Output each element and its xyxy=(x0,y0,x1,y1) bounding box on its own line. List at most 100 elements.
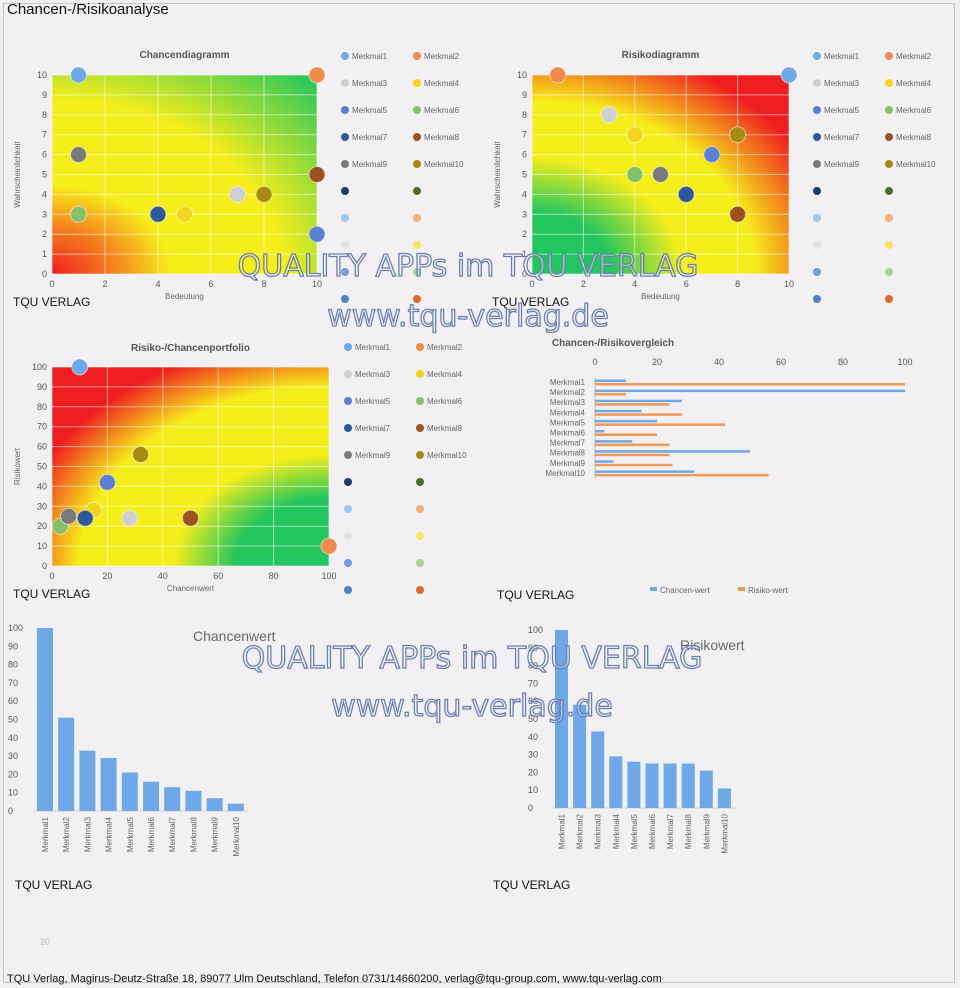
data-point-merkmal2 xyxy=(549,66,567,84)
x-tick-label: 4 xyxy=(632,279,637,289)
legend-label: Merkmal8 xyxy=(896,133,932,142)
legend-marker-unlabeled xyxy=(413,268,421,276)
bar-merkmal6 xyxy=(143,781,159,811)
legend-marker xyxy=(416,451,424,459)
legend-marker xyxy=(413,160,421,168)
legend-label: Merkmal10 xyxy=(896,160,936,169)
page-footer: TQU Verlag, Magirus-Deutz-Straße 18, 890… xyxy=(7,973,662,985)
legend-marker-unlabeled xyxy=(885,295,893,303)
y-tick-label: 100 xyxy=(32,362,47,372)
y-tick-label: 70 xyxy=(528,678,538,688)
y-axis-label: Wahrscheinlichkeit xyxy=(493,141,502,208)
data-point-merkmal7 xyxy=(677,185,695,203)
legend-label: Merkmal7 xyxy=(824,133,860,142)
x-tick-label: 6 xyxy=(684,279,689,289)
y-tick-label: 0 xyxy=(522,269,527,279)
data-point-merkmal2 xyxy=(308,66,326,84)
bar-chancen-wert xyxy=(595,470,695,473)
category-label: Merkmal10 xyxy=(720,813,729,853)
y-tick-label: 8 xyxy=(42,110,47,120)
page-number: 20 xyxy=(40,937,51,947)
data-point-merkmal4 xyxy=(626,126,644,144)
data-point-merkmal10 xyxy=(132,446,150,464)
legend-label: Merkmal5 xyxy=(824,106,860,115)
data-point-merkmal9 xyxy=(60,507,78,525)
data-point-merkmal7 xyxy=(149,205,167,223)
category-label: Merkmal8 xyxy=(684,813,693,849)
legend-label: Merkmal9 xyxy=(355,451,391,460)
legend-marker xyxy=(813,133,821,141)
y-tick-label: 80 xyxy=(37,402,47,412)
legend-marker-unlabeled xyxy=(344,532,352,540)
x-tick-label: 0 xyxy=(49,571,54,581)
bar-merkmal6 xyxy=(645,763,659,808)
x-tick-label: 80 xyxy=(838,357,848,367)
data-point-merkmal5 xyxy=(308,225,326,243)
category-label: Merkmal7 xyxy=(666,813,675,849)
y-tick-label: 2 xyxy=(522,229,527,239)
y-tick-label: 20 xyxy=(8,769,18,779)
category-label: Merkmal10 xyxy=(545,469,585,478)
category-label: Merkmal6 xyxy=(550,429,586,438)
y-tick-label: 50 xyxy=(528,714,538,724)
bar-merkmal7 xyxy=(164,787,181,811)
x-tick-label: 4 xyxy=(155,279,160,289)
legend-marker-unlabeled xyxy=(344,505,352,513)
category-label: Merkmal4 xyxy=(550,408,586,417)
data-point-merkmal4 xyxy=(176,205,193,223)
category-label: Merkmal3 xyxy=(83,816,92,852)
chart-legend: Merkmal1 Merkmal2 Merkmal3 Merkmal4 Merkmal5… xyxy=(813,52,936,303)
legend-marker xyxy=(650,587,657,591)
legend-marker xyxy=(344,451,352,459)
bar-merkmal1 xyxy=(37,628,53,811)
y-tick-label: 7 xyxy=(42,130,47,140)
y-tick-label: 90 xyxy=(8,641,18,651)
legend-marker xyxy=(885,52,893,60)
y-tick-label: 30 xyxy=(8,751,18,761)
x-tick-label: 6 xyxy=(208,279,213,289)
legend-label: Merkmal2 xyxy=(424,52,460,61)
legend-marker-unlabeled xyxy=(416,559,424,567)
publisher-label: TQU VERLAG xyxy=(13,295,90,309)
legend-label: Merkmal8 xyxy=(424,133,460,142)
page-title: Chancen-/Risikoanalyse xyxy=(7,1,169,18)
y-tick-label: 0 xyxy=(8,806,13,816)
legend-marker xyxy=(813,79,821,87)
y-tick-label: 0 xyxy=(42,561,47,571)
legend-label: Chancen-wert xyxy=(660,586,711,595)
data-point-merkmal3 xyxy=(121,509,139,527)
legend-label: Merkmal3 xyxy=(352,79,388,88)
data-point-merkmal6 xyxy=(626,166,644,183)
bar-merkmal8 xyxy=(681,763,695,808)
y-tick-label: 60 xyxy=(37,442,47,452)
legend-marker-unlabeled xyxy=(413,187,421,195)
legend-marker xyxy=(813,52,821,60)
legend-marker xyxy=(344,343,352,351)
bar-merkmal5 xyxy=(121,772,138,811)
bar-merkmal3 xyxy=(79,750,96,811)
legend-marker-unlabeled xyxy=(885,214,893,222)
legend-label: Merkmal8 xyxy=(427,424,463,433)
data-point-merkmal5 xyxy=(703,146,721,164)
chart-title: Risiko-/Chancenportfolio xyxy=(131,343,250,354)
legend-marker-unlabeled xyxy=(341,187,349,195)
bar-merkmal8 xyxy=(185,790,202,811)
data-point-merkmal9 xyxy=(652,166,669,183)
y-tick-label: 4 xyxy=(42,189,47,199)
bar-chancen-wert xyxy=(595,450,750,453)
bar-risiko-wert xyxy=(595,433,657,436)
y-tick-label: 8 xyxy=(522,110,527,120)
chart-legend: Merkmal1 Merkmal2 Merkmal3 Merkmal4 Merkmal5… xyxy=(344,343,467,594)
legend-label: Merkmal10 xyxy=(424,160,464,169)
legend-label: Merkmal1 xyxy=(824,52,860,61)
chart-title: Chancenwert xyxy=(193,628,276,644)
x-tick-label: 60 xyxy=(776,357,786,367)
legend-marker-unlabeled xyxy=(344,478,352,486)
x-axis-label: Chancenwert xyxy=(167,584,215,593)
y-tick-label: 80 xyxy=(528,661,538,671)
bar-chart-comparison: Chancen-/Risikovergleich 0 20 40 60 80 100 Merk… xyxy=(497,338,913,602)
legend-marker xyxy=(885,133,893,141)
bar-risiko-wert xyxy=(595,453,670,457)
watermark: QUALITY APPs im TQU VERLAG www.tqu-verlag… xyxy=(237,248,703,724)
legend-marker-unlabeled xyxy=(413,241,421,249)
